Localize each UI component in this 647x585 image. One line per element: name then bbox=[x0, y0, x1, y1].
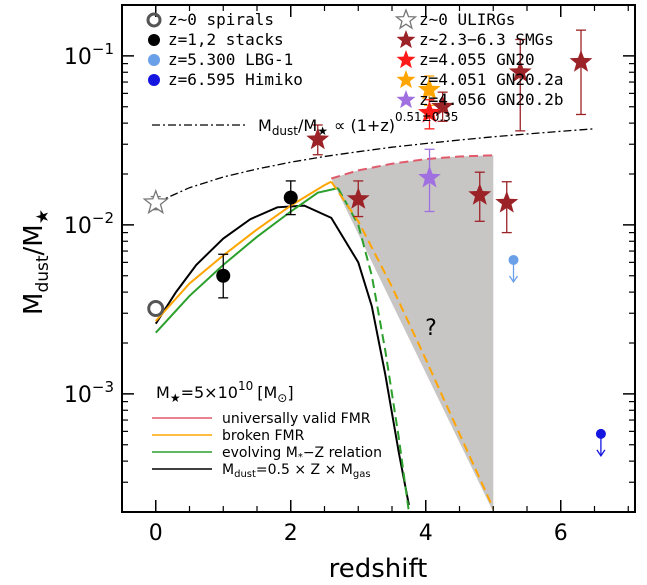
smg-point bbox=[346, 187, 370, 209]
x-tick-label: 4 bbox=[419, 521, 433, 546]
evolving-mz-curve bbox=[155, 187, 339, 334]
legend-marker bbox=[396, 30, 416, 49]
lbg1-point bbox=[508, 254, 519, 265]
y-axis-label: Mdust/M★ bbox=[19, 209, 53, 315]
model-legend-label: evolving M*−Z relation bbox=[222, 445, 382, 463]
gas-dust-curve bbox=[154, 204, 410, 506]
question-mark: ? bbox=[425, 316, 437, 341]
legend-marker bbox=[148, 74, 160, 86]
legend-label: z~0 ULIRGs bbox=[419, 10, 515, 29]
trend-annotation: Mdust/M★ ∝ (1+z)0.51±0.35 bbox=[152, 110, 458, 138]
stack-point bbox=[283, 190, 298, 205]
trend-line bbox=[155, 128, 595, 204]
x-tick-label: 6 bbox=[554, 521, 568, 546]
broken-fmr-curve bbox=[155, 180, 332, 322]
y-tick-label: 10−3 bbox=[64, 378, 114, 408]
himiko-arrowhead bbox=[596, 449, 606, 458]
legend-marker bbox=[148, 54, 160, 66]
model-legend-label: broken FMR bbox=[222, 428, 305, 444]
legend-marker bbox=[396, 70, 416, 89]
himiko-point bbox=[595, 428, 606, 439]
legend-label: z~0 spirals bbox=[168, 10, 274, 29]
legend-label: z=4.051 GN20.2a bbox=[419, 70, 564, 89]
legend-label: z=6.595 Himiko bbox=[168, 70, 303, 89]
legend-marker bbox=[146, 12, 162, 28]
ulirg-point bbox=[142, 188, 169, 215]
y-tick-label: 10−1 bbox=[64, 40, 114, 70]
legend-label: z=4.055 GN20 bbox=[419, 50, 535, 69]
spiral-point bbox=[147, 300, 165, 318]
smg-point bbox=[508, 60, 532, 82]
legend-marker bbox=[148, 34, 160, 46]
x-tick-label: 2 bbox=[284, 521, 298, 546]
legend-label: z=4.056 GN20.2b bbox=[419, 90, 564, 109]
model-legend-label: universally valid FMR bbox=[222, 411, 371, 427]
legend-label: z=1,2 stacks bbox=[168, 30, 284, 49]
smg-point bbox=[569, 50, 593, 72]
gn20-point bbox=[418, 100, 441, 123]
svg-text:Mdust/M★∝ (1+z)0.51±0.35: Mdust/M★ ∝ (1+z)0.51±0.35 bbox=[258, 110, 458, 138]
smg-point bbox=[468, 183, 492, 205]
legend-marker bbox=[394, 8, 418, 30]
legend-label: z=5.300 LBG-1 bbox=[168, 50, 293, 69]
legend-marker bbox=[396, 50, 416, 69]
x-tick-label: 0 bbox=[149, 521, 163, 546]
legend-label: z~2.3−6.3 SMGs bbox=[419, 30, 554, 49]
broken-fmr-curve-dashed bbox=[330, 181, 495, 509]
y-tick-label: 10−2 bbox=[64, 209, 114, 239]
legend-marker bbox=[396, 90, 416, 109]
gn20-2a-point bbox=[417, 77, 441, 100]
smg-point bbox=[431, 94, 454, 117]
gn20-2b-point bbox=[418, 165, 441, 188]
plot-frame bbox=[121, 4, 636, 513]
x-axis-label: redshift bbox=[329, 554, 428, 584]
lbg1-arrowhead bbox=[508, 275, 519, 284]
model-legend-label: Mdust=0.5 × Z × Mgas bbox=[222, 462, 371, 480]
smg-point bbox=[306, 127, 330, 150]
model-legend-title: M★=5×1010 [M⊙] bbox=[156, 379, 294, 405]
smg-point bbox=[495, 190, 519, 213]
evolving-mz-curve-dashed bbox=[337, 187, 410, 512]
stack-point bbox=[216, 268, 231, 283]
unconstrained-region bbox=[331, 155, 494, 512]
